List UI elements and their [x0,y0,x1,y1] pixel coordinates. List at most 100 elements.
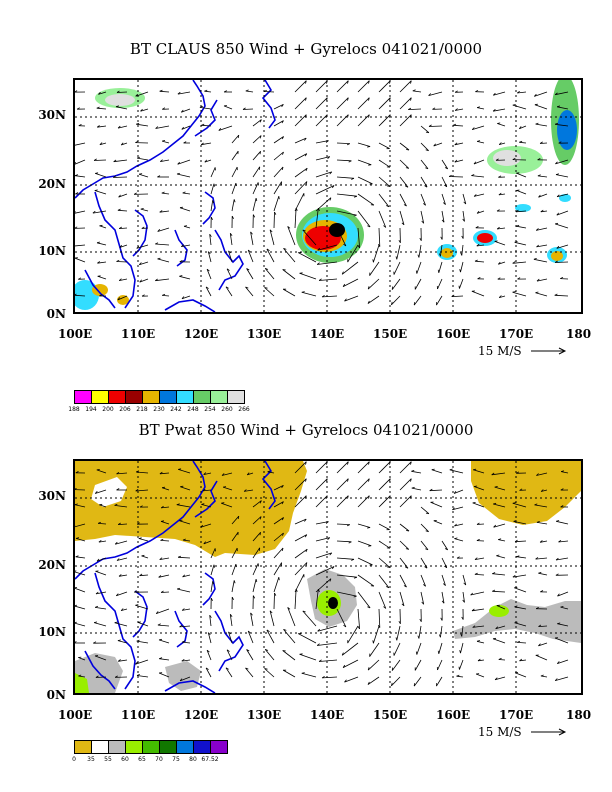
wind-arrow-head [405,167,409,169]
wind-arrow-head [368,97,370,101]
wind-arrow-head [204,89,208,92]
wind-arrow-head [473,161,477,165]
wind-arrow-head [347,495,349,499]
wind-arrow-head [179,519,183,522]
wind-arrow [477,107,485,110]
wind-arrow [178,469,191,474]
wind-arrow [75,605,86,610]
wind-arrow-head [136,522,140,525]
wind-arrow [516,190,527,195]
wind-arrow [298,252,317,263]
wind-arrow [302,610,317,627]
wind-arrow [245,90,254,93]
colorbar-swatch [210,740,228,754]
wind-arrow-head [353,214,357,217]
wind-arrow-head [182,574,186,578]
wind-arrow [554,294,569,297]
wind-arrow [378,574,390,588]
wind-arrow [75,556,86,559]
wind-arrow-head [477,277,481,280]
wind-arrow-head [93,641,97,644]
wind-arrow [336,193,357,197]
wind-arrow [114,505,128,508]
wind-arrow [437,278,443,290]
wind-arrow-head [558,141,562,144]
wind-arrow [75,294,86,297]
wind-arrow [557,623,569,627]
wind-arrow [476,210,485,214]
wind-arrow [116,91,128,93]
wind-arrow [247,249,254,263]
wind-arrow [357,591,371,609]
wind-arrow [75,142,86,146]
wind-arrow-head [136,122,140,125]
wind-arrow [428,125,443,127]
wind-arrow [181,295,191,300]
wind-arrow-head [282,650,286,652]
wind-arrow [420,591,425,605]
wind-arrow [420,125,430,134]
wind-arrow [347,625,359,644]
wind-arrow [473,486,485,491]
wind-arrow-head [95,675,99,678]
wind-arrow [95,676,107,678]
wind-arrow-head [176,503,180,506]
wind-arrow [420,540,429,551]
wind-arrow-head [517,640,521,643]
wind-arrow-head [199,105,203,108]
wind-arrow-head [452,507,455,511]
wind-arrow-head [139,279,143,283]
wind-arrow-head [140,208,144,210]
wind-arrow [357,227,360,248]
wind-arrow [269,610,275,627]
wind-arrow [182,574,191,578]
y-tick-10n-p1: 10N [38,244,66,258]
wind-arrow-head [410,97,412,101]
wind-arrow-head [305,562,308,566]
wind-arrow [283,248,296,263]
wind-arrow-head [120,142,124,146]
wind-arrow-head [331,185,335,189]
wind-arrow [273,577,280,593]
wind-arrow-head [411,470,415,472]
wind-arrow [315,97,328,110]
colorbar-swatch [108,390,126,404]
wind-arrow-head [496,209,500,212]
wind-arrow [498,539,506,542]
wind-arrow [494,486,506,491]
wind-arrow-head [421,601,425,605]
wind-arrow-head [177,161,180,165]
wind-arrow-head [115,105,120,108]
wind-arrow [461,244,464,256]
wind-arrow [141,555,149,559]
wind-arrow [226,649,233,661]
wind-arrow-head [372,259,374,263]
wind-arrow-head [242,107,246,110]
wind-arrow [137,622,149,627]
wind-arrow [378,80,391,93]
wind-arrow-head [460,252,463,256]
wind-arrow-head [347,461,349,465]
wind-arrow-head [401,222,405,226]
wind-arrow [357,523,371,528]
y-tick-10n-p2: 10N [38,625,66,639]
wind-arrow-head [432,107,436,110]
wind-arrow [299,653,317,661]
wind-arrow-head [456,556,460,559]
wind-arrow [181,108,191,113]
wind-arrow [449,176,464,178]
wind-arrow-head [176,587,181,590]
colorbar-tick-label: 35 [87,756,95,763]
colorbar-swatch [193,740,211,754]
panel2-colorbar [74,740,228,754]
wind-arrow-head [213,564,216,568]
wind-arrow [93,622,107,627]
wind-arrow [512,291,527,297]
wind-arrow-head [514,605,518,608]
wind-arrow [378,523,390,530]
wind-arrow [498,193,506,196]
wind-arrow-head [265,649,269,651]
wind-arrow-head [554,678,558,681]
wind-arrow [396,244,401,260]
wind-arrow [493,503,506,508]
